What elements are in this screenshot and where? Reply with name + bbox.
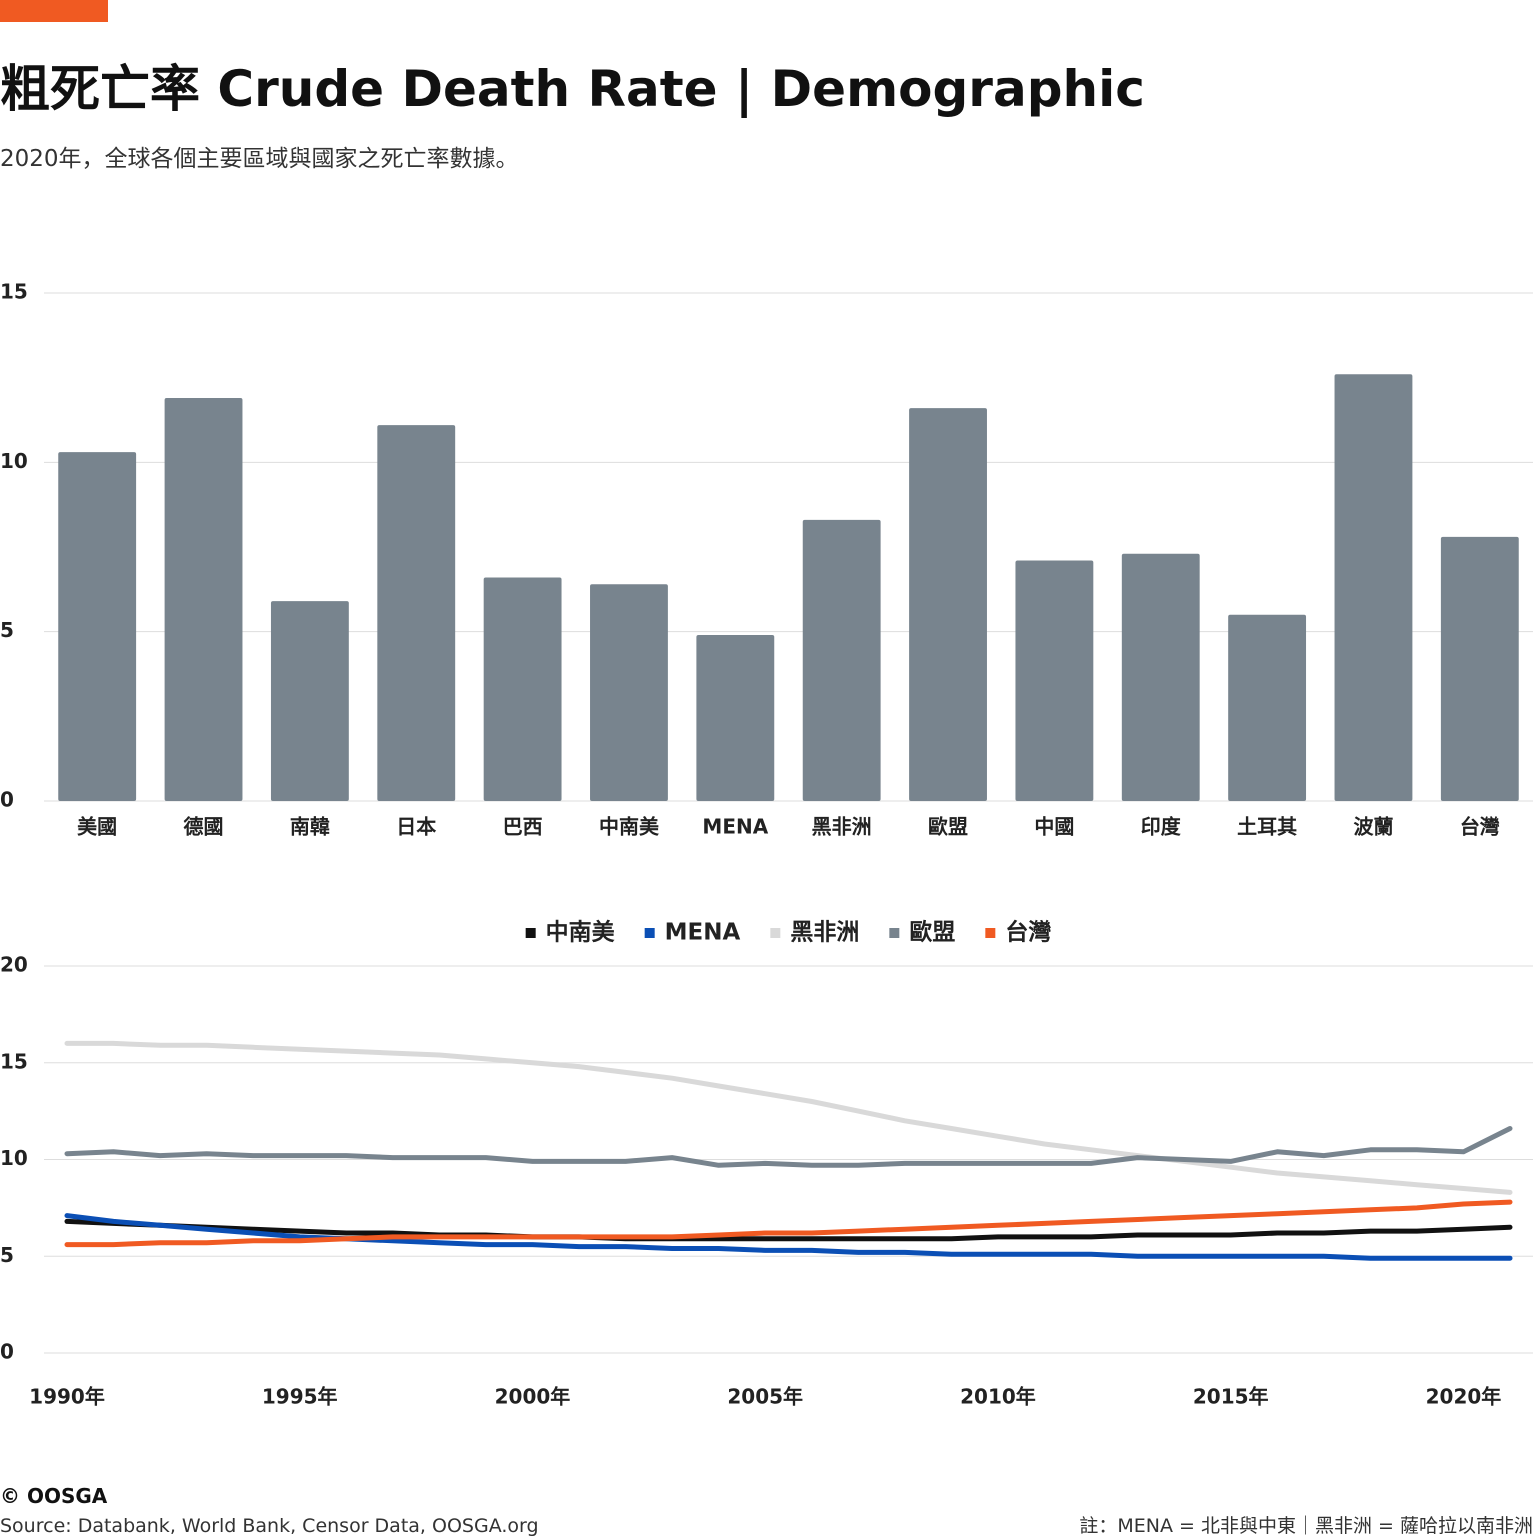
legend-swatch [889,928,900,938]
accent-bar [0,0,108,22]
y-tick-label: 0 [0,788,14,812]
y-tick-label: 10 [0,1146,28,1170]
line [64,1199,1513,1248]
x-tick-label: 1995年 [262,1385,338,1409]
x-tick-label: 南韓 [290,815,330,839]
x-tick-label: 印度 [1141,815,1182,839]
x-tick-label: 中南美 [599,815,660,839]
legend: 中南美 MENA 黑非洲 歐盟 台灣 [525,919,1051,946]
title: 粗死亡率 Crude Death Rate | Demographic [0,60,1145,118]
line [64,1126,1513,1168]
bar [1015,560,1094,801]
y-tick-label: 5 [0,1243,14,1267]
y-tick-label: 15 [0,1049,28,1073]
x-tick-label: 中國 [1034,815,1074,839]
x-tick-label: 德國 [184,815,224,839]
legend-label: 歐盟 [909,919,955,946]
x-tick-label: 土耳其 [1237,815,1297,839]
x-tick-label: 巴西 [503,815,543,839]
x-tick-label: MENA [702,815,768,839]
x-tick-label: 2010年 [960,1385,1036,1409]
y-tick-label: 15 [0,280,28,304]
y-tick-label: 10 [0,449,28,473]
source: Source: Databank, World Bank, Censor Dat… [0,1515,539,1536]
bar [483,577,562,801]
bar [1228,614,1307,801]
legend-label: MENA [665,920,741,946]
legend-label: 中南美 [546,919,615,946]
y-tick-label: 5 [0,618,14,642]
legend-label: 黑非洲 [790,920,859,946]
bar [1440,536,1519,801]
line [64,1213,1513,1261]
subtitle: 2020年，全球各個主要區域與國家之死亡率數據。 [0,146,519,172]
bar [377,425,456,801]
legend-swatch [985,928,996,938]
legend-swatch [644,928,655,938]
x-tick-label: 2005年 [727,1385,803,1409]
x-tick-label: 日本 [396,815,436,839]
legend-swatch [770,928,781,938]
legend-label: 台灣 [1005,919,1051,946]
bar [1334,374,1413,801]
x-tick-label: 歐盟 [928,815,968,839]
bar [164,397,243,801]
note: 註：MENA = 北非與中東｜黑非洲 = 薩哈拉以南非洲 [1079,1515,1533,1536]
bar [590,584,668,801]
x-tick-label: 2000年 [495,1385,571,1409]
x-tick-label: 2015年 [1193,1385,1269,1409]
bar [909,408,987,801]
x-tick-label: 1990年 [29,1385,105,1409]
x-tick-label: 黑非洲 [812,815,872,839]
legend-swatch [525,928,536,938]
x-tick-label: 波蘭 [1353,815,1393,839]
bar [696,635,775,801]
x-tick-label: 美國 [77,815,117,839]
x-tick-label: 台灣 [1460,815,1500,839]
y-tick-label: 20 [0,953,28,977]
line [64,1218,1513,1242]
line [64,1040,1513,1195]
x-tick-label: 2020年 [1426,1385,1502,1409]
bar [58,452,137,801]
bar [270,601,349,801]
bar [802,519,881,801]
copyright: © OOSGA [0,1484,108,1508]
y-tick-label: 0 [0,1340,14,1364]
bar [1121,553,1200,801]
